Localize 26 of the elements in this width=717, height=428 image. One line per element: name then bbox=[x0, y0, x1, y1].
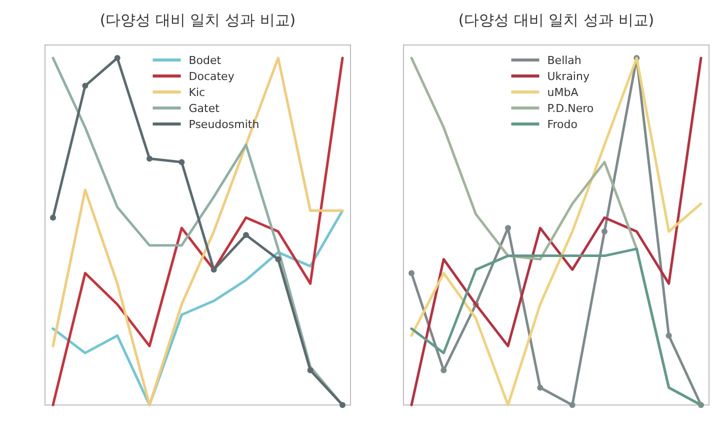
legend-label: Frodo bbox=[547, 118, 578, 131]
point bbox=[666, 332, 672, 339]
chart-title: (다양성 대비 일치 성과 비교) bbox=[458, 11, 654, 29]
legend-label: Kic bbox=[188, 86, 206, 99]
legend-label: Docatey bbox=[188, 70, 235, 83]
point bbox=[82, 82, 88, 89]
point bbox=[569, 402, 576, 408]
legend-label: Bodet bbox=[188, 54, 222, 67]
point bbox=[114, 55, 120, 61]
legend-label: uMbA bbox=[547, 86, 579, 99]
legend-label: Bellah bbox=[547, 54, 582, 67]
point bbox=[146, 156, 152, 162]
point bbox=[408, 270, 414, 276]
point bbox=[210, 266, 217, 273]
point bbox=[178, 159, 185, 166]
point bbox=[243, 232, 249, 238]
legend-label: Gatet bbox=[188, 102, 220, 115]
legend-label: P.D.Nero bbox=[547, 102, 594, 115]
point bbox=[275, 256, 282, 262]
point bbox=[537, 384, 544, 391]
point bbox=[50, 214, 56, 221]
point bbox=[307, 367, 314, 374]
chart-title: (다양성 대비 일치 성과 비교) bbox=[100, 11, 296, 29]
legend-label: Ukrainy bbox=[547, 70, 590, 83]
point bbox=[602, 228, 608, 234]
point bbox=[340, 402, 346, 408]
